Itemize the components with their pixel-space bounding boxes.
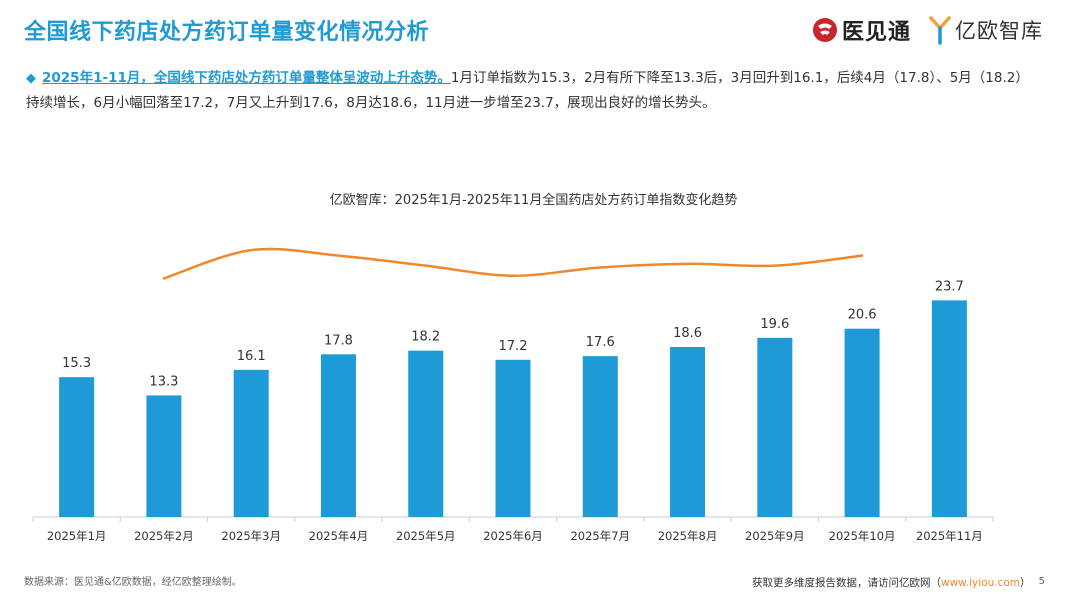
page-number: 5	[1038, 576, 1045, 587]
bar-11	[931, 300, 967, 517]
bar-value-label-6: 17.2	[499, 339, 528, 354]
x-tick-label-9: 2025年9月	[745, 529, 805, 543]
bar-5	[408, 350, 444, 517]
yijiantong-logo: 医见通	[812, 14, 911, 46]
bar-2	[146, 395, 182, 517]
bar-value-label-9: 19.6	[760, 317, 789, 332]
bar-value-label-11: 23.7	[935, 279, 964, 294]
chart-title: 亿欧智库：2025年1月-2025年11月全国药店处方药订单指数变化趋势	[329, 193, 738, 208]
bar-value-label-4: 17.8	[324, 333, 353, 348]
x-tick-label-5: 2025年5月	[396, 529, 456, 543]
x-tick-label-11: 2025年11月	[916, 529, 983, 543]
x-tick-label-10: 2025年10月	[829, 529, 896, 543]
bar-6	[495, 359, 531, 517]
bar-value-label-7: 17.6	[586, 335, 615, 350]
bar-value-label-8: 18.6	[673, 326, 702, 341]
summary-body: 1月订单指数为15.3，2月有所下降至13.3后，3月回升到16.1，后续4月（…	[26, 70, 1029, 111]
footer-website-link[interactable]: www.iyiou.com	[941, 577, 1021, 589]
logo-group: 医见通 亿欧智库	[812, 14, 1043, 46]
yiou-zhiku-logo: 亿欧智库	[929, 15, 1043, 45]
x-tick-label-8: 2025年8月	[658, 529, 718, 543]
x-tick-label-6: 2025年6月	[483, 529, 543, 543]
yijiantong-mark-icon	[812, 18, 837, 42]
bar-value-label-10: 20.6	[848, 308, 877, 323]
yiou-zhiku-logo-text: 亿欧智库	[955, 19, 1043, 43]
bar-10	[844, 328, 880, 517]
bar-value-label-5: 18.2	[411, 330, 440, 345]
bar-value-label-3: 16.1	[237, 349, 266, 364]
trend-line	[162, 247, 864, 280]
bar-1	[59, 377, 95, 517]
bar-9	[757, 337, 793, 517]
x-tick-label-7: 2025年7月	[570, 529, 630, 543]
bar-7	[582, 356, 618, 517]
data-source-note: 数据来源：医见通&亿欧数据，经亿欧整理绘制。	[24, 577, 242, 588]
x-tick-label-4: 2025年4月	[309, 529, 369, 543]
footer-cta: 获取更多维度报告数据，请访问亿欧网（www.iyiou.com）	[752, 575, 1031, 590]
bar-value-label-1: 15.3	[62, 356, 91, 371]
yiou-mark-icon	[929, 16, 951, 45]
footer-cta-prefix: 获取更多维度报告数据，请访问亿欧网（	[752, 577, 941, 589]
x-tick-label-1: 2025年1月	[47, 529, 107, 543]
summary-highlight: 2025年1-11月，全国线下药店处方药订单量整体呈波动上升态势。	[42, 70, 451, 86]
diamond-bullet-icon: ◆	[26, 71, 36, 86]
bar-8	[670, 346, 706, 517]
bar-3	[233, 369, 269, 517]
x-tick-label-3: 2025年3月	[221, 529, 281, 543]
footer-cta-suffix: ）	[1020, 577, 1031, 589]
bar-4	[320, 354, 356, 517]
page-title: 全国线下药店处方药订单量变化情况分析	[24, 20, 430, 45]
x-tick-label-2: 2025年2月	[134, 529, 194, 543]
summary-paragraph: ◆ 2025年1-11月，全国线下药店处方药订单量整体呈波动上升态势。1月订单指数…	[26, 66, 1036, 115]
bar-value-label-2: 13.3	[149, 374, 178, 389]
yijiantong-logo-text: 医见通	[841, 20, 911, 45]
